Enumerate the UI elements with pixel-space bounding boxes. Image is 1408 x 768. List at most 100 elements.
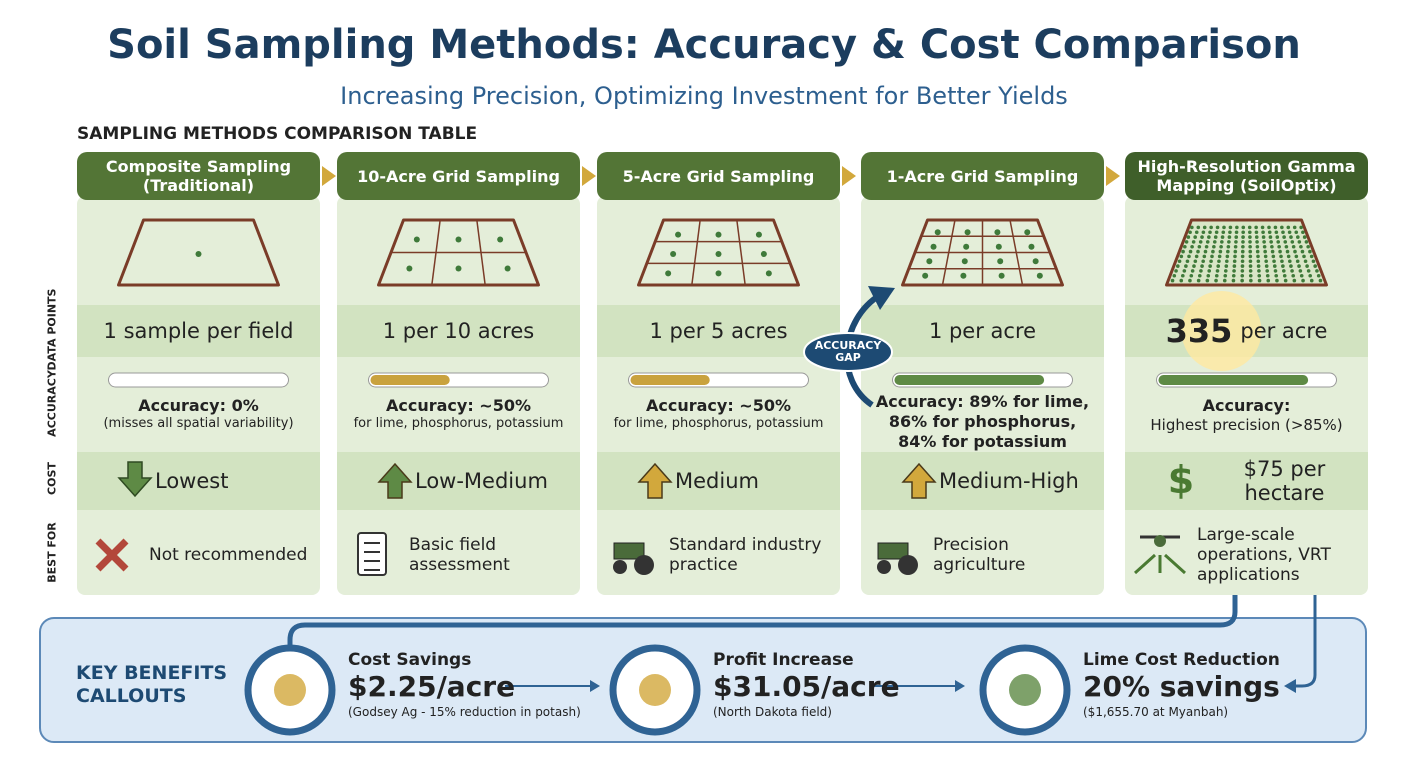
dot — [1220, 240, 1224, 244]
dot — [1186, 235, 1191, 239]
row-label: BEST FOR — [45, 522, 59, 583]
dot — [960, 272, 967, 279]
dot — [1254, 235, 1259, 239]
cost: Medium-High — [939, 469, 1079, 493]
dot — [1302, 254, 1306, 259]
dot — [1180, 273, 1185, 278]
dot — [675, 231, 682, 238]
dot — [1234, 240, 1238, 244]
dot — [1177, 259, 1182, 264]
dot — [1214, 273, 1219, 278]
dot — [1273, 225, 1278, 230]
dot — [1255, 240, 1259, 244]
dot — [1207, 235, 1211, 239]
benefit-value: $31.05/acre — [713, 670, 900, 703]
dot — [1241, 230, 1245, 235]
dot — [1233, 249, 1238, 254]
cost-icon: $ — [1168, 458, 1194, 502]
dot — [1214, 230, 1219, 235]
dot — [1172, 273, 1177, 278]
benefit-icon — [1009, 674, 1041, 706]
dot — [1262, 244, 1267, 249]
dot — [1248, 244, 1252, 249]
benefit-title: Lime Cost Reduction — [1083, 650, 1280, 670]
data-points: 1 sample per field — [103, 319, 294, 343]
dot — [1228, 225, 1233, 230]
dot — [1313, 264, 1317, 268]
dot — [1193, 235, 1197, 239]
dot — [1188, 249, 1193, 254]
dot — [1205, 278, 1210, 283]
dot — [1293, 249, 1297, 254]
dot — [1309, 254, 1314, 259]
accuracy-fill — [370, 375, 450, 385]
dot — [1233, 254, 1237, 259]
dot — [1226, 244, 1231, 249]
band — [1125, 452, 1368, 510]
dot — [1217, 259, 1221, 264]
column-header: Composite Sampling (Traditional) — [105, 157, 292, 195]
dot — [1281, 269, 1286, 273]
dot — [1308, 273, 1313, 278]
dot — [1190, 244, 1194, 249]
dot — [1289, 264, 1293, 268]
dot — [1240, 278, 1244, 283]
dot — [1198, 240, 1203, 244]
dot — [1256, 264, 1261, 268]
band — [77, 305, 320, 357]
dot — [1222, 278, 1227, 283]
dot — [1292, 225, 1297, 230]
dot — [1224, 264, 1229, 268]
dot — [1241, 244, 1245, 249]
dot — [1267, 225, 1271, 230]
dot — [1299, 225, 1303, 230]
dot — [1295, 259, 1300, 264]
band — [861, 452, 1104, 510]
dot — [1281, 230, 1285, 235]
benefit-note: (Godsey Ag - 15% reduction in potash) — [348, 705, 581, 719]
dot — [1227, 235, 1232, 239]
dot — [1218, 249, 1223, 254]
accuracy-label: Accuracy: 89% for lime, 86% for phosphor… — [875, 392, 1090, 451]
dot — [1232, 269, 1236, 273]
wheel — [613, 560, 627, 574]
dot — [1294, 254, 1299, 259]
band — [77, 452, 320, 510]
dot — [1176, 264, 1180, 268]
dot — [1221, 230, 1226, 235]
dot — [1266, 278, 1271, 283]
dot — [1240, 249, 1245, 254]
dot — [1301, 278, 1305, 283]
field — [117, 218, 280, 287]
dot — [1256, 254, 1260, 259]
dot — [1197, 244, 1202, 249]
dot — [1254, 225, 1258, 230]
dot — [1174, 269, 1178, 273]
tractor — [877, 542, 909, 560]
header-bg — [77, 152, 320, 200]
dot — [1179, 254, 1184, 259]
dot — [1248, 230, 1252, 235]
dot — [715, 270, 722, 277]
dot — [1200, 235, 1204, 239]
dot — [1296, 235, 1300, 239]
dot — [1300, 249, 1305, 254]
dot — [1318, 278, 1323, 283]
cost: Low-Medium — [415, 469, 548, 493]
dot — [1284, 244, 1289, 249]
dot — [1225, 259, 1229, 264]
best-for: Large-scale operations, VRT applications — [1197, 525, 1331, 585]
dot — [1271, 254, 1276, 259]
dot — [1273, 269, 1278, 273]
dot — [1279, 254, 1283, 259]
dot — [1255, 244, 1260, 249]
dot — [1222, 225, 1226, 230]
dot — [1283, 278, 1288, 283]
dot — [455, 236, 462, 243]
gap-head — [868, 286, 895, 310]
dot — [765, 270, 772, 277]
benefit-value: 20% savings — [1083, 670, 1280, 703]
dot — [1291, 273, 1296, 278]
dot — [455, 265, 462, 272]
